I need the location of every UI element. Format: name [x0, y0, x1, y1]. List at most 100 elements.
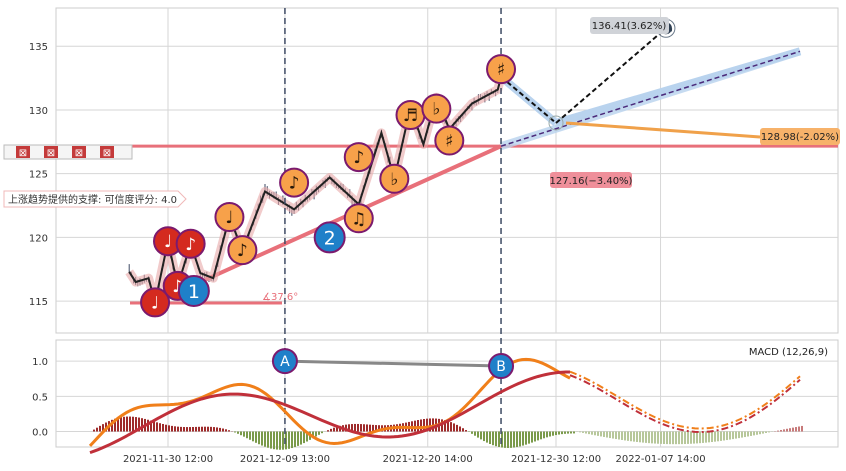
macd-histogram-bar — [321, 431, 323, 434]
macd-histogram-bar — [741, 431, 743, 438]
macd-histogram-bar — [477, 431, 479, 438]
zoom-button — [72, 146, 86, 158]
support-tooltip-box — [3, 190, 187, 208]
macd-histogram-bar — [288, 431, 290, 449]
macd-histogram-bar — [537, 431, 539, 441]
macd-histogram-bar — [138, 417, 140, 432]
macd-histogram-bar — [723, 431, 725, 441]
divergence-line — [284, 359, 502, 368]
macd-signal-line — [89, 370, 571, 455]
macd-histogram-bar — [540, 431, 542, 440]
pattern-point-label: 2 — [324, 227, 336, 249]
macd-histogram-bar — [129, 416, 131, 432]
macd-histogram-bar — [759, 431, 761, 435]
macd-y-tick: 0.0 — [32, 428, 48, 439]
macd-histogram-bar — [747, 431, 749, 437]
macd-histogram-bar — [768, 431, 770, 433]
macd-histogram-bar — [483, 431, 485, 442]
macd-histogram-bar — [237, 431, 239, 434]
note-marker-glyph: ♩ — [225, 208, 233, 228]
macd-histogram-bar — [798, 426, 800, 432]
macd-histogram-bar — [705, 431, 707, 443]
macd-histogram-bar — [780, 429, 782, 432]
macd-histogram-bar — [246, 431, 248, 439]
macd-histogram-bar — [180, 426, 182, 432]
note-marker-glyph: ♬ — [403, 106, 418, 126]
note-marker-circle — [421, 93, 452, 124]
macd-histogram-bar — [162, 423, 164, 432]
macd-histogram-bar — [648, 431, 650, 444]
projection-support-dash — [500, 50, 801, 147]
macd-histogram-bar — [513, 431, 515, 448]
divergence-marker-label: A — [280, 354, 290, 370]
note-marker-glyph: ♭ — [432, 100, 440, 120]
macd-histogram-bar — [639, 431, 641, 443]
mid-label-text: 128.98(-2.02%) — [761, 132, 839, 143]
macd-histogram-bar — [258, 431, 260, 445]
divergence-marker-label: B — [496, 359, 506, 375]
macd-histogram-bar — [615, 431, 617, 440]
macd-histogram-bar — [417, 420, 419, 432]
macd-histogram-bar — [327, 430, 329, 432]
zoom-button-glyph: ⊠ — [103, 148, 111, 159]
note-marker-glyph: ♩ — [164, 232, 172, 252]
macd-histogram-bar — [570, 431, 572, 434]
macd-histogram-bar — [702, 431, 704, 443]
macd-histogram-bar — [609, 431, 611, 439]
macd-histogram-bar — [141, 418, 143, 432]
macd-histogram-bar — [153, 421, 155, 432]
note-marker-glyph: ♫ — [351, 209, 366, 229]
macd-histogram-bar — [669, 431, 671, 445]
macd-histogram-bar — [303, 431, 305, 444]
x-tick-label: 2021-12-09 13:00 — [240, 454, 330, 465]
macd-histogram-bar — [555, 431, 557, 436]
macd-histogram-bar — [465, 430, 467, 432]
macd-histogram-bar — [651, 431, 653, 444]
pattern-point-circle — [177, 274, 210, 307]
macd-histogram-bar — [600, 431, 602, 437]
upper-label-text: 136.41(3.62%) — [592, 21, 667, 32]
x-tick-label: 2021-12-30 12:00 — [511, 454, 601, 465]
macd-histogram-bar — [177, 426, 179, 432]
macd-histogram-bar — [201, 426, 203, 432]
upper-label-box — [590, 17, 669, 34]
note-marker-glyph: ♯ — [497, 60, 505, 80]
macd-histogram-bar — [699, 431, 701, 444]
macd-histogram-bar — [285, 431, 287, 450]
macd-histogram-bar — [633, 431, 635, 442]
macd-histogram-bar — [114, 418, 116, 432]
macd-histogram-bar — [225, 429, 227, 432]
macd-histogram-bar — [159, 423, 161, 432]
zoom-button-glyph: ⊠ — [19, 148, 27, 159]
macd-histogram-bar — [567, 431, 569, 434]
divergence-marker — [271, 348, 298, 375]
note-marker-circle — [343, 142, 374, 173]
macd-histogram-bar — [315, 431, 317, 437]
macd-histogram-bar — [117, 417, 119, 432]
macd-histogram-bar — [516, 431, 518, 448]
macd-histogram-bar — [606, 431, 608, 438]
x-tick-label: 2021-12-20 14:00 — [383, 454, 473, 465]
labels: 136.41(3.62%) 128.98(-2.02%) 127.16(−3.40%… — [3, 17, 840, 358]
macd-histogram-bar — [243, 431, 245, 437]
macd-histogram-bar — [171, 425, 173, 432]
macd-histogram-bar — [423, 419, 425, 432]
macd-histogram-bar — [186, 427, 188, 432]
macd-histogram-bar — [573, 431, 575, 434]
macd-histogram-bar — [801, 425, 803, 432]
macd-histogram-bar — [696, 431, 698, 444]
price-y-tick: 125 — [29, 170, 48, 181]
macd-histogram-bar — [168, 425, 170, 432]
macd-histogram-bar — [624, 431, 626, 441]
note-marker-circle — [434, 125, 465, 156]
macd-histogram-bar — [492, 431, 494, 446]
macd-histogram-bar — [360, 424, 362, 432]
macd-histogram-bar — [363, 424, 365, 432]
macd-histogram-bar — [279, 431, 281, 450]
macd-histogram-bar — [678, 431, 680, 445]
macd-histogram-bar — [714, 431, 716, 442]
macd-histogram-bar — [558, 431, 560, 435]
note-marker-circle — [175, 228, 206, 259]
macd-histogram-bar — [354, 423, 356, 432]
zoom-button — [100, 146, 114, 158]
